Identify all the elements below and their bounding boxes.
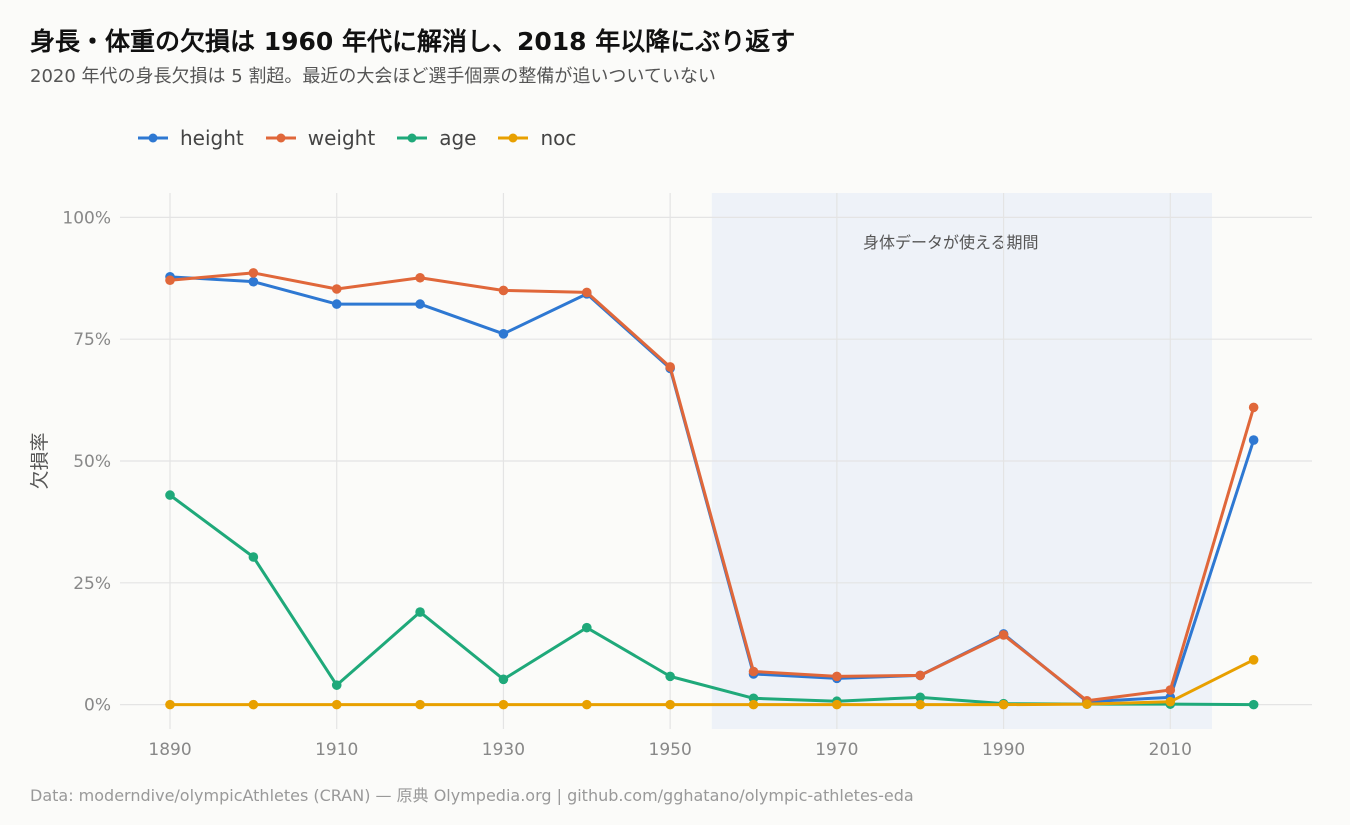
x-tick-label: 1970 [815, 740, 858, 760]
data-point-height [1248, 435, 1259, 445]
data-point-weight [665, 362, 675, 372]
x-tick-label: 1910 [315, 740, 358, 760]
y-tick-label: 75% [73, 330, 111, 350]
data-point-weight [1165, 685, 1176, 695]
data-point-height [498, 329, 509, 339]
data-point-age [248, 552, 259, 562]
data-point-weight [915, 670, 926, 681]
legend-label-age: age [439, 126, 477, 150]
x-tick-label: 1990 [982, 740, 1025, 760]
y-tick-label: 100% [62, 208, 111, 228]
data-point-age [581, 622, 592, 633]
data-point-noc [998, 699, 1009, 710]
data-point-age [498, 674, 509, 685]
data-point-weight [165, 275, 175, 286]
series-weight [165, 268, 1259, 706]
data-point-weight [415, 272, 425, 283]
data-point-weight [998, 630, 1009, 640]
legend-label-height: height [180, 126, 244, 150]
axis-labels: 0% 25% 50% 75% 100% 1890 1910 1930 1950 1970 1990 2… [29, 208, 1192, 760]
data-point-age [1248, 699, 1259, 710]
highlight-band-label: 身体データが使える期間 [863, 233, 1039, 252]
legend-key-age [397, 133, 428, 143]
data-point-weight [1248, 402, 1259, 413]
chart-title: 身長・体重の欠損は 1960 年代に解消し、2018 年以降にぶり返す [30, 27, 796, 56]
legend-label-weight: weight [307, 126, 376, 150]
series-line-weight [168, 271, 1256, 703]
legend-key-weight [265, 133, 296, 143]
legend-label-noc: noc [540, 126, 577, 150]
y-tick-label: 25% [73, 574, 111, 594]
data-point-weight [331, 284, 342, 294]
data-point-noc [165, 699, 175, 710]
x-tick-label: 2010 [1149, 740, 1192, 760]
data-point-weight [748, 666, 759, 677]
series-noc [165, 655, 1259, 710]
data-point-noc [581, 699, 592, 710]
data-point-weight [498, 285, 509, 296]
data-source-caption: Data: moderndive/olympicAthletes (CRAN) … [30, 786, 914, 805]
chart-subtitle: 2020 年代の身長欠損は 5 割超。最近の大会ほど選手個票の整備が追いついてい… [30, 66, 716, 87]
data-point-height [248, 276, 259, 287]
y-tick-label: 50% [73, 452, 111, 472]
data-point-height [331, 299, 342, 309]
x-tick-label: 1930 [482, 740, 525, 760]
x-tick-label: 1950 [649, 740, 692, 760]
series-layer [165, 268, 1259, 710]
x-tick-label: 1890 [148, 740, 191, 760]
data-point-age [165, 490, 175, 500]
data-point-noc [665, 699, 675, 710]
data-point-noc [1165, 696, 1176, 707]
legend-key-height [138, 133, 168, 143]
data-point-noc [331, 699, 342, 710]
data-point-height [415, 299, 425, 309]
data-point-weight [832, 671, 842, 682]
data-point-age [415, 607, 425, 617]
legend-key-noc [498, 133, 529, 143]
legend: height weight age noc [138, 122, 598, 154]
data-point-noc [498, 699, 509, 710]
data-point-age [915, 692, 926, 703]
data-point-noc [832, 699, 842, 710]
data-point-age [665, 671, 675, 682]
legend-item-noc: noc [498, 126, 576, 150]
series-line-noc [168, 658, 1256, 707]
legend-item-age: age [397, 126, 476, 150]
data-point-noc [915, 699, 926, 710]
legend-item-weight: weight [265, 126, 376, 150]
data-point-noc [415, 699, 425, 710]
data-point-noc [1082, 699, 1092, 709]
data-point-weight [248, 268, 259, 278]
data-point-noc [248, 699, 259, 710]
data-point-noc [1248, 655, 1259, 665]
data-point-age [331, 680, 342, 690]
data-point-weight [581, 287, 592, 298]
y-axis-title: 欠損率 [29, 432, 51, 489]
data-point-noc [748, 699, 759, 710]
y-tick-label: 0% [84, 696, 111, 716]
legend-item-height: height [138, 126, 244, 150]
